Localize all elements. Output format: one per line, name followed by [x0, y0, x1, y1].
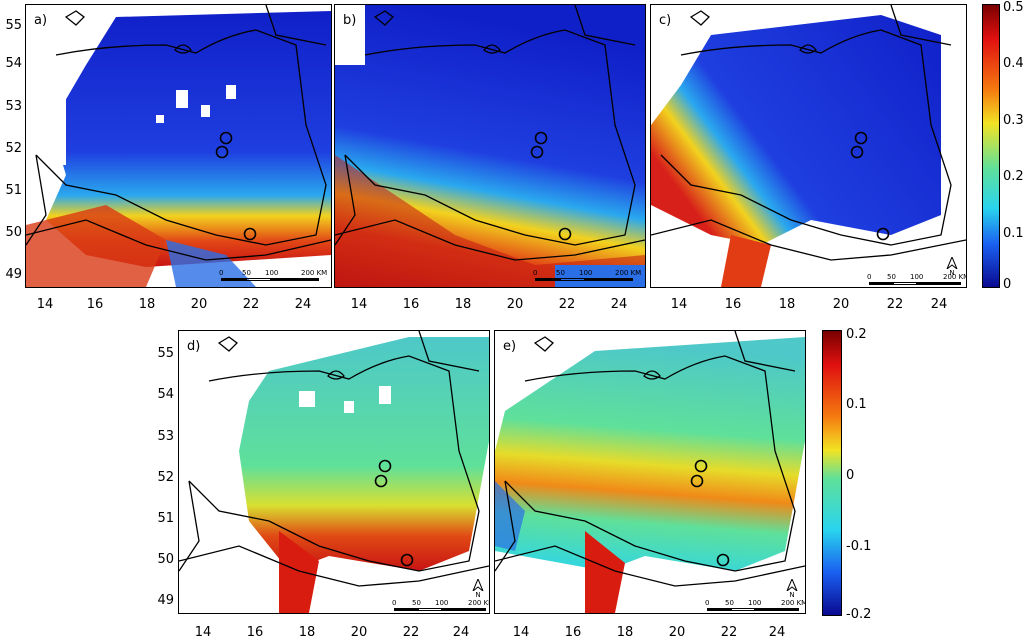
colorbar-tick: 0.4 — [1003, 56, 1024, 71]
lon-tick: 16 — [402, 297, 420, 312]
lon-tick: 18 — [298, 625, 316, 640]
scale-bar-b: 0 50 100 200 KM — [533, 269, 641, 283]
scale-bar-d: 0 50 100 200 KM — [392, 599, 489, 613]
lat-tick: 54 — [5, 56, 22, 71]
lat-tick: 49 — [5, 267, 22, 282]
panel-label-d: d) — [187, 339, 201, 354]
map-d-svg — [179, 331, 489, 613]
lat-tick: 55 — [157, 346, 174, 361]
colorbar-tick: 0 — [1003, 277, 1012, 292]
map-a-svg — [26, 5, 331, 287]
lat-tick: 52 — [157, 470, 174, 485]
map-panel-c: c) N 0 50 100 200 KM — [650, 4, 967, 288]
scale-bar-e: 0 50 100 200 KM — [705, 599, 805, 613]
lon-tick: 24 — [610, 297, 628, 312]
colorbar-tick: 0.5 — [1003, 0, 1024, 15]
lon-tick: 24 — [930, 297, 948, 312]
lon-tick: 14 — [350, 297, 368, 312]
lat-tick: 53 — [5, 99, 22, 114]
lon-tick: 22 — [720, 625, 738, 640]
scale-bar-a: 0 50 100 200 KM — [219, 269, 327, 283]
panel-label-c: c) — [659, 13, 672, 28]
panel-label-b: b) — [343, 13, 357, 28]
colorbar-tick: -0.2 — [846, 607, 872, 622]
lat-tick: 54 — [157, 387, 174, 402]
lon-tick: 16 — [246, 625, 264, 640]
lat-tick: 51 — [157, 511, 174, 526]
lat-tick: 50 — [5, 225, 22, 240]
colorbar-tick: 0.2 — [846, 327, 867, 342]
lon-tick: 22 — [558, 297, 576, 312]
scale-bar-c: 0 50 100 200 KM — [867, 273, 966, 287]
lon-tick: 20 — [350, 625, 368, 640]
colorbar-tick: 0.1 — [1003, 226, 1024, 241]
lon-tick: 14 — [194, 625, 212, 640]
lon-tick: 24 — [452, 625, 470, 640]
north-arrow-d: N — [471, 579, 485, 599]
lon-tick: 20 — [832, 297, 850, 312]
panel-label-e: e) — [503, 339, 517, 354]
lon-tick: 22 — [402, 625, 420, 640]
map-panel-e: e) N 0 50 100 200 KM — [494, 330, 806, 614]
panel-label-a: a) — [34, 13, 48, 28]
lon-tick: 18 — [138, 297, 156, 312]
colorbar-tick: 0.1 — [846, 397, 867, 412]
map-panel-a: a) 0 50 100 — [25, 4, 332, 288]
colorbar-bottom — [822, 330, 842, 616]
lat-tick: 55 — [5, 18, 22, 33]
lon-tick: 20 — [506, 297, 524, 312]
lon-tick: 16 — [86, 297, 104, 312]
map-c-svg — [651, 5, 966, 287]
lon-tick: 14 — [36, 297, 54, 312]
lon-tick: 18 — [616, 625, 634, 640]
lon-tick: 14 — [670, 297, 688, 312]
lon-tick: 24 — [768, 625, 786, 640]
lon-tick: 22 — [886, 297, 904, 312]
lat-tick: 49 — [157, 593, 174, 608]
lon-tick: 20 — [668, 625, 686, 640]
colorbar-tick: -0.1 — [846, 539, 872, 554]
lon-tick: 18 — [454, 297, 472, 312]
map-panel-d: d) N 0 50 100 — [178, 330, 490, 614]
lat-tick: 50 — [157, 552, 174, 567]
colorbar-top — [982, 4, 1000, 288]
lon-tick: 18 — [778, 297, 796, 312]
colorbar-tick: 0.3 — [1003, 113, 1024, 128]
colorbar-tick: 0.2 — [1003, 169, 1024, 184]
lon-tick: 16 — [724, 297, 742, 312]
map-e-svg — [495, 331, 805, 613]
lon-tick: 14 — [512, 625, 530, 640]
lon-tick: 16 — [564, 625, 582, 640]
lat-tick: 52 — [5, 141, 22, 156]
map-b-svg — [335, 5, 645, 287]
lon-tick: 20 — [190, 297, 208, 312]
lat-tick: 53 — [157, 429, 174, 444]
north-arrow-c: N — [945, 257, 959, 277]
north-arrow-e: N — [785, 579, 799, 599]
lon-tick: 24 — [294, 297, 312, 312]
lon-tick: 22 — [242, 297, 260, 312]
map-panel-b: b) 0 50 100 200 KM — [334, 4, 646, 288]
lat-tick: 51 — [5, 183, 22, 198]
colorbar-tick: 0 — [846, 468, 855, 483]
